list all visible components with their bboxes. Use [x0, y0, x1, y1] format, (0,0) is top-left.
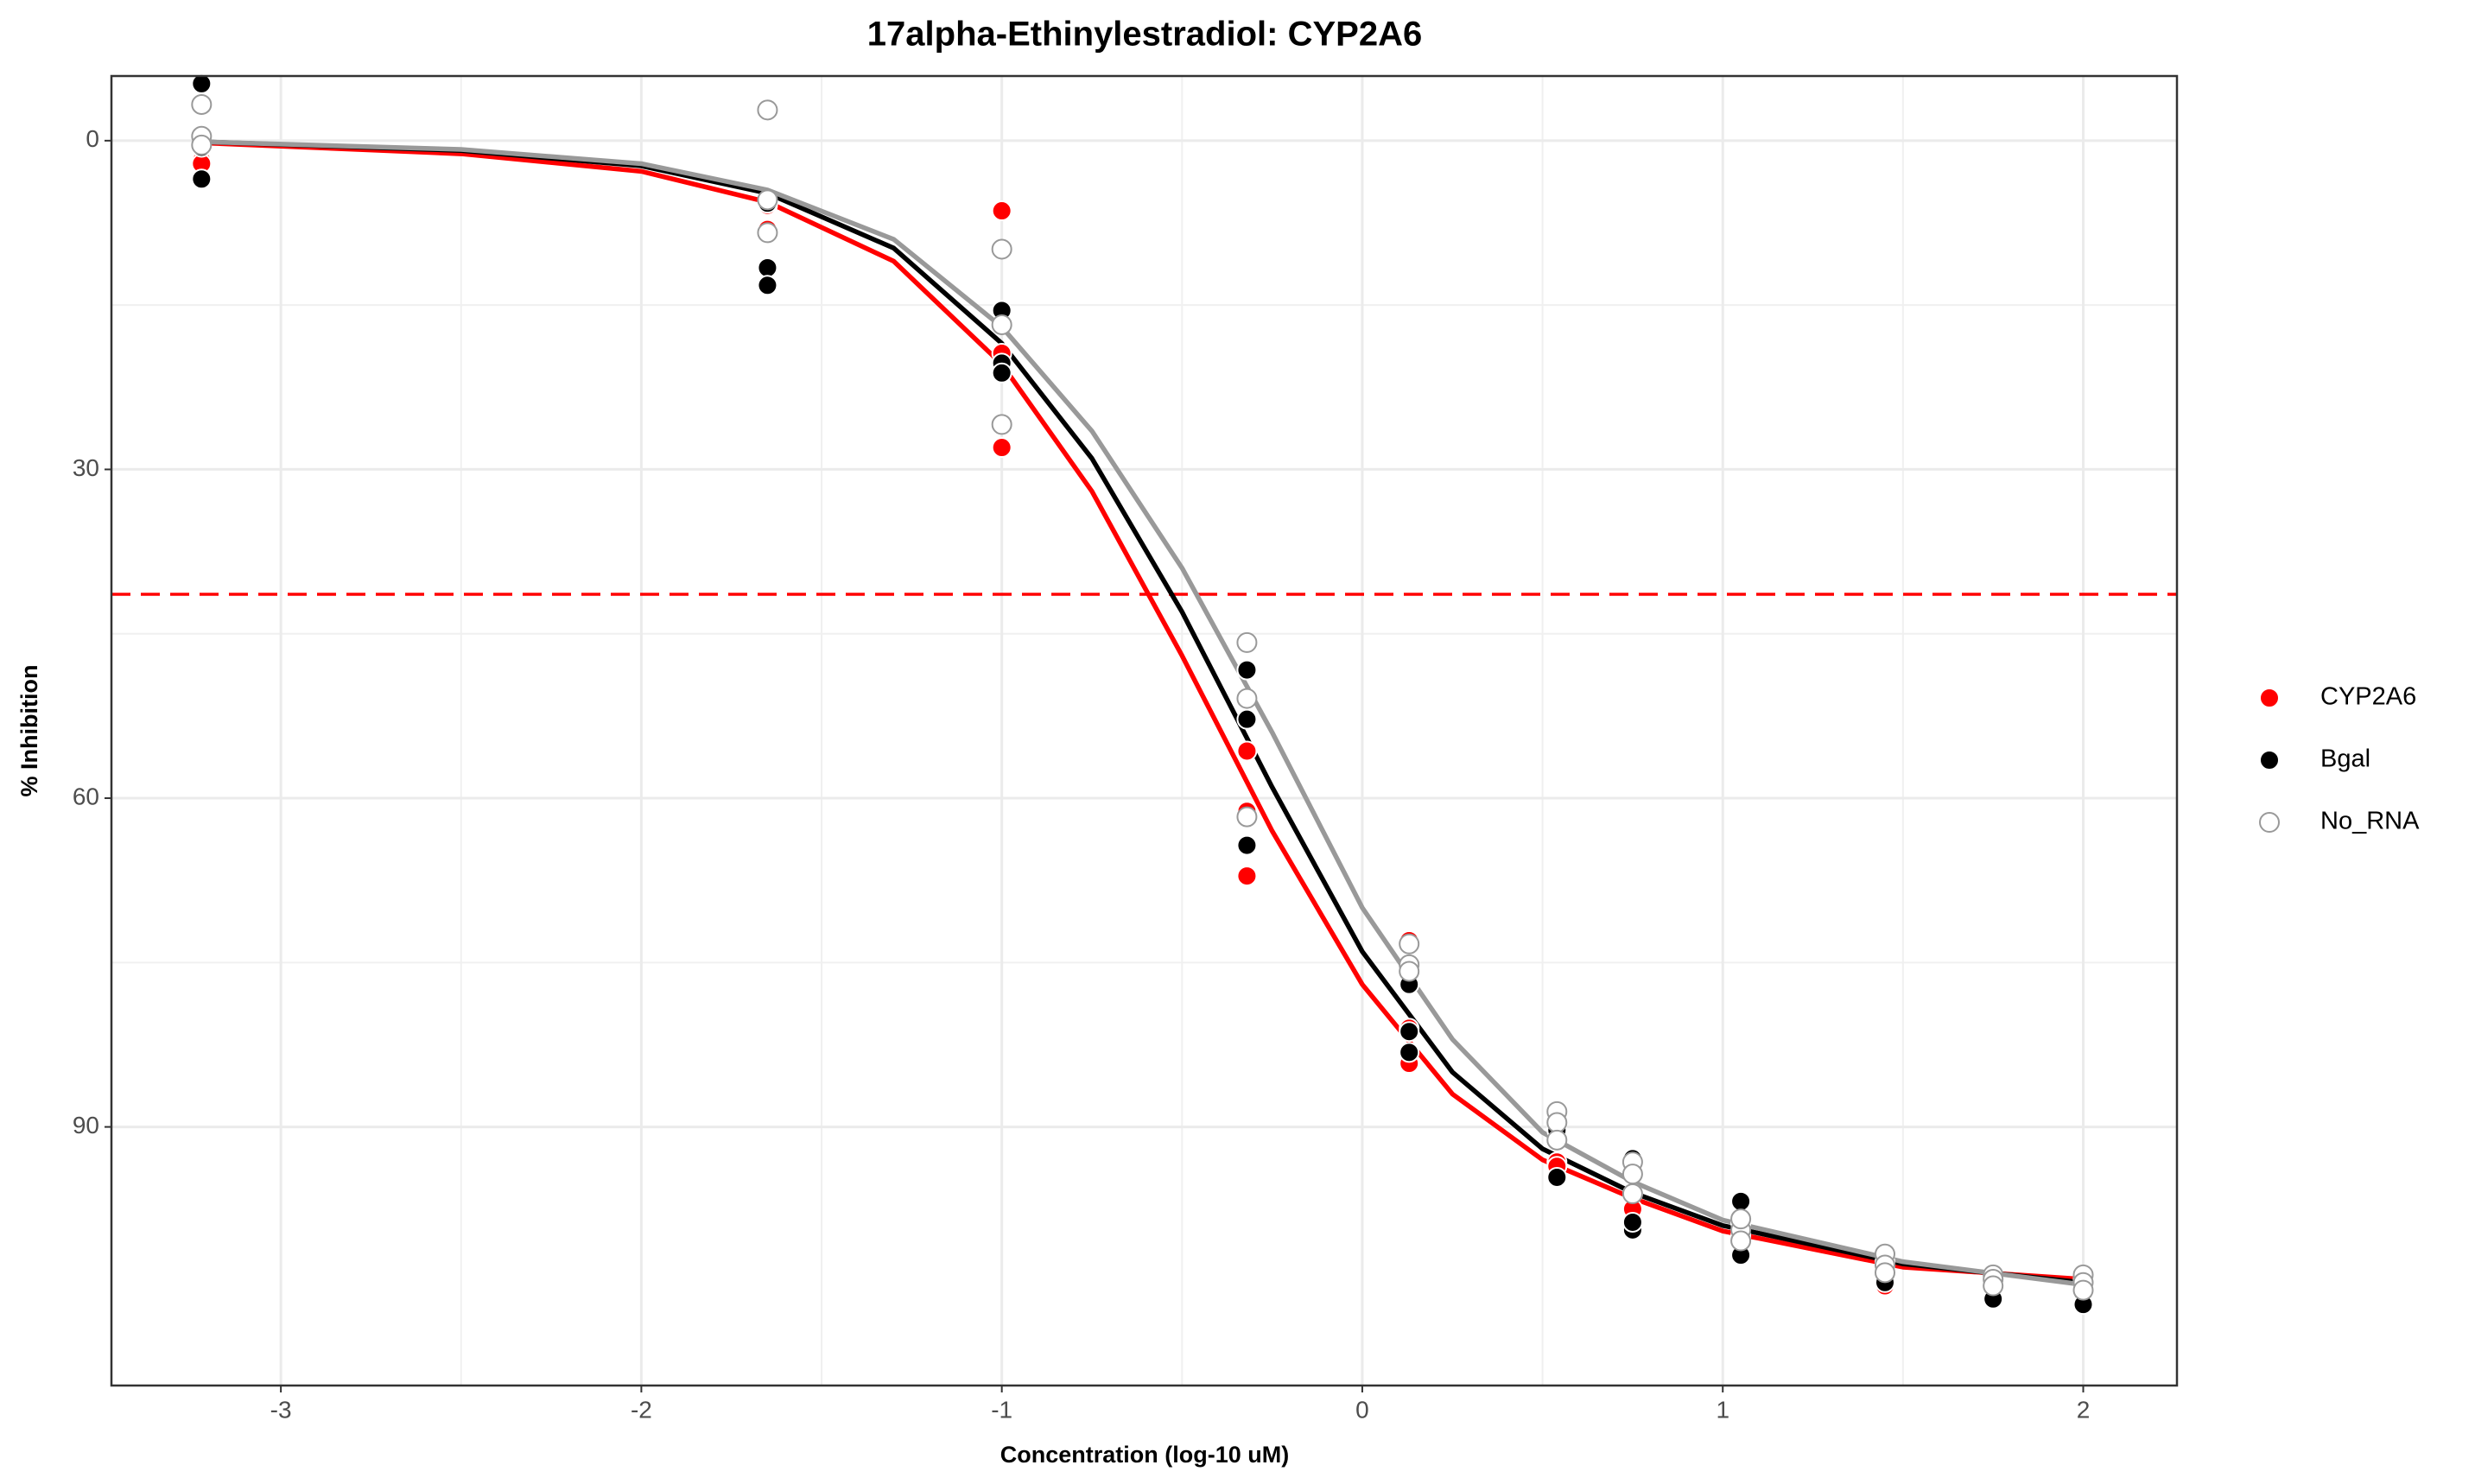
- data-point: [1236, 631, 1258, 653]
- legend-marker: [2259, 812, 2280, 833]
- x-tick-label: -2: [631, 1396, 652, 1423]
- data-point: [1236, 740, 1258, 762]
- data-point: [1730, 1230, 1752, 1252]
- data-point: [757, 189, 778, 211]
- legend-marker: [2259, 688, 2280, 708]
- data-point: [991, 238, 1012, 260]
- x-tick-label: 2: [2077, 1396, 2091, 1423]
- data-point: [191, 134, 213, 155]
- data-point: [1236, 866, 1258, 887]
- data-point: [191, 168, 213, 190]
- panel-border: [110, 74, 2179, 1387]
- data-point: [757, 275, 778, 296]
- data-point: [1399, 933, 1420, 954]
- x-tick-label: -3: [270, 1396, 292, 1423]
- data-point: [191, 73, 213, 94]
- data-point: [1621, 1211, 1643, 1233]
- data-point: [1236, 834, 1258, 856]
- legend-label: No_RNA: [2320, 808, 2420, 835]
- data-point: [991, 414, 1012, 435]
- data-point: [991, 362, 1012, 384]
- y-tick-label: 60: [73, 783, 99, 809]
- data-point: [1730, 1190, 1752, 1212]
- data-point: [1399, 1042, 1420, 1063]
- x-tick-label: 0: [1355, 1396, 1369, 1423]
- x-tick-label: -1: [991, 1396, 1012, 1423]
- legend-marker: [2259, 750, 2280, 771]
- chart-title: 17alpha-Ethinylestradiol: CYP2A6: [867, 16, 1422, 54]
- data-point: [1546, 1129, 1568, 1151]
- fit-curve: [201, 140, 2084, 1282]
- data-point: [1621, 1164, 1643, 1185]
- data-point: [1875, 1262, 1896, 1284]
- data-point: [991, 437, 1012, 459]
- data-point: [2072, 1279, 2094, 1301]
- y-tick-label: 30: [73, 454, 99, 481]
- data-point: [757, 257, 778, 279]
- data-point: [1546, 1112, 1568, 1133]
- data-point: [1236, 688, 1258, 709]
- legend-label: Bgal: [2320, 745, 2370, 773]
- y-axis-title: % Inhibition: [16, 665, 42, 797]
- data-point: [1399, 1021, 1420, 1043]
- fit-curve: [201, 139, 2084, 1285]
- data-point: [1236, 708, 1258, 730]
- y-tick-label: 90: [73, 1112, 99, 1138]
- data-point: [991, 200, 1012, 222]
- fit-curve: [201, 139, 2084, 1288]
- legend-label: CYP2A6: [2320, 683, 2416, 711]
- plot-panel: [111, 76, 2177, 1386]
- data-point: [191, 93, 213, 115]
- data-point: [1621, 1183, 1643, 1204]
- data-point: [991, 314, 1012, 335]
- data-point: [1546, 1166, 1568, 1188]
- x-axis-title: Concentration (log-10 uM): [1000, 1442, 1289, 1468]
- data-point: [757, 222, 778, 244]
- data-point: [757, 99, 778, 121]
- x-tick-label: 1: [1716, 1396, 1729, 1423]
- data-point: [1236, 806, 1258, 828]
- data-point: [1983, 1275, 2004, 1297]
- data-point: [1399, 961, 1420, 982]
- data-point: [1730, 1208, 1752, 1230]
- y-tick-label: 0: [86, 125, 99, 152]
- data-point: [1236, 659, 1258, 681]
